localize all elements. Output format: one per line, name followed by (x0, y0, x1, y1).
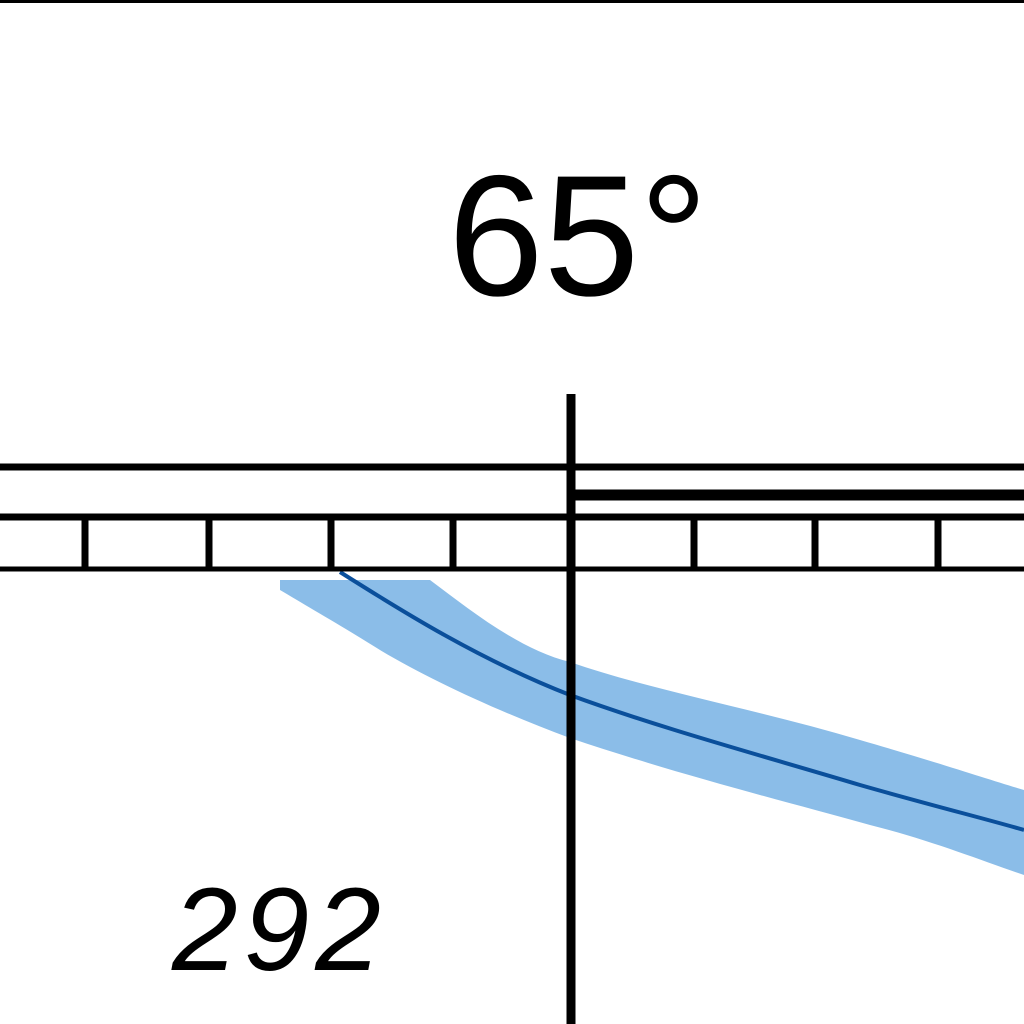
feature-number-label: 292 (171, 864, 387, 996)
scale-ticks (81, 517, 942, 569)
meridian-label: 65° (448, 140, 708, 332)
track-band (280, 580, 1024, 875)
track-line (338, 570, 1024, 832)
